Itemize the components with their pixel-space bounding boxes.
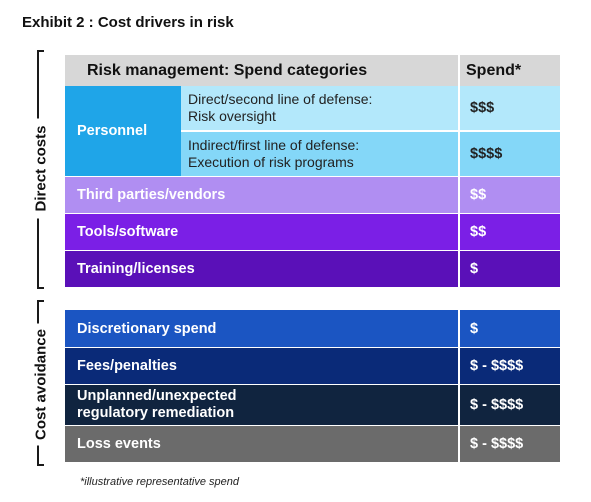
row-spend: $ xyxy=(470,320,479,337)
bracket-top-tick xyxy=(37,50,44,52)
personnel-sub-direct-spend: $$$ xyxy=(460,86,560,130)
row-label: Fees/penalties xyxy=(65,348,460,384)
sub-line: Direct/second line of defense: xyxy=(188,91,373,107)
direct-costs-label: Direct costs xyxy=(32,118,50,219)
row-label: Discretionary spend xyxy=(65,310,460,347)
exhibit-title: Exhibit 2 : Cost drivers in risk xyxy=(22,14,234,31)
row-spend: $ - $$$$ xyxy=(470,358,524,374)
row-spend: $$ xyxy=(470,224,487,240)
row-spend: $ - $$$$ xyxy=(470,397,524,413)
row-spend: $$ xyxy=(470,187,487,203)
row-label: Loss events xyxy=(65,426,460,462)
sub-line: Execution of risk programs xyxy=(188,154,354,170)
table-row: Loss events $ - $$$$ xyxy=(65,426,560,462)
personnel-sub-indirect-spend: $$$$ xyxy=(460,132,560,176)
row-label-multiline: Unplanned/unexpected regulatory remediat… xyxy=(65,385,460,425)
personnel-sub-indirect: Indirect/first line of defense: Executio… xyxy=(181,132,460,176)
cost-avoidance-label: Cost avoidance xyxy=(32,323,50,446)
row-label: Tools/software xyxy=(65,214,460,250)
row-spend: $ - $$$$ xyxy=(470,436,524,452)
personnel-label: Personnel xyxy=(65,86,181,176)
table-header: Risk management: Spend categories Spend* xyxy=(65,55,560,86)
table-row: Third parties/vendors $$ xyxy=(65,177,560,213)
row-label-line: regulatory remediation xyxy=(77,405,235,421)
sub-line: Risk oversight xyxy=(188,108,276,124)
personnel-sub-direct: Direct/second line of defense: Risk over… xyxy=(181,86,460,130)
personnel-group: Personnel Direct/second line of defense:… xyxy=(65,86,560,176)
bracket-tick xyxy=(37,300,44,302)
table-row: Unplanned/unexpected regulatory remediat… xyxy=(65,385,560,425)
table-row: Training/licenses $ xyxy=(65,251,560,287)
table-row: Tools/software $$ xyxy=(65,214,560,250)
bracket-bottom-tick xyxy=(37,464,44,466)
header-category: Risk management: Spend categories xyxy=(65,55,460,86)
table-row: Fees/penalties $ - $$$$ xyxy=(65,348,560,384)
table-row: Discretionary spend $ xyxy=(65,310,560,347)
sub-line: Indirect/first line of defense: xyxy=(188,137,360,153)
row-label: Third parties/vendors xyxy=(65,177,460,213)
row-label-line: Unplanned/unexpected xyxy=(77,388,237,404)
footnote: *illustrative representative spend xyxy=(80,476,239,488)
row-spend: $ xyxy=(470,261,479,277)
row-label: Training/licenses xyxy=(65,251,460,287)
header-spend: Spend* xyxy=(460,55,560,86)
bracket-tick xyxy=(37,287,44,289)
